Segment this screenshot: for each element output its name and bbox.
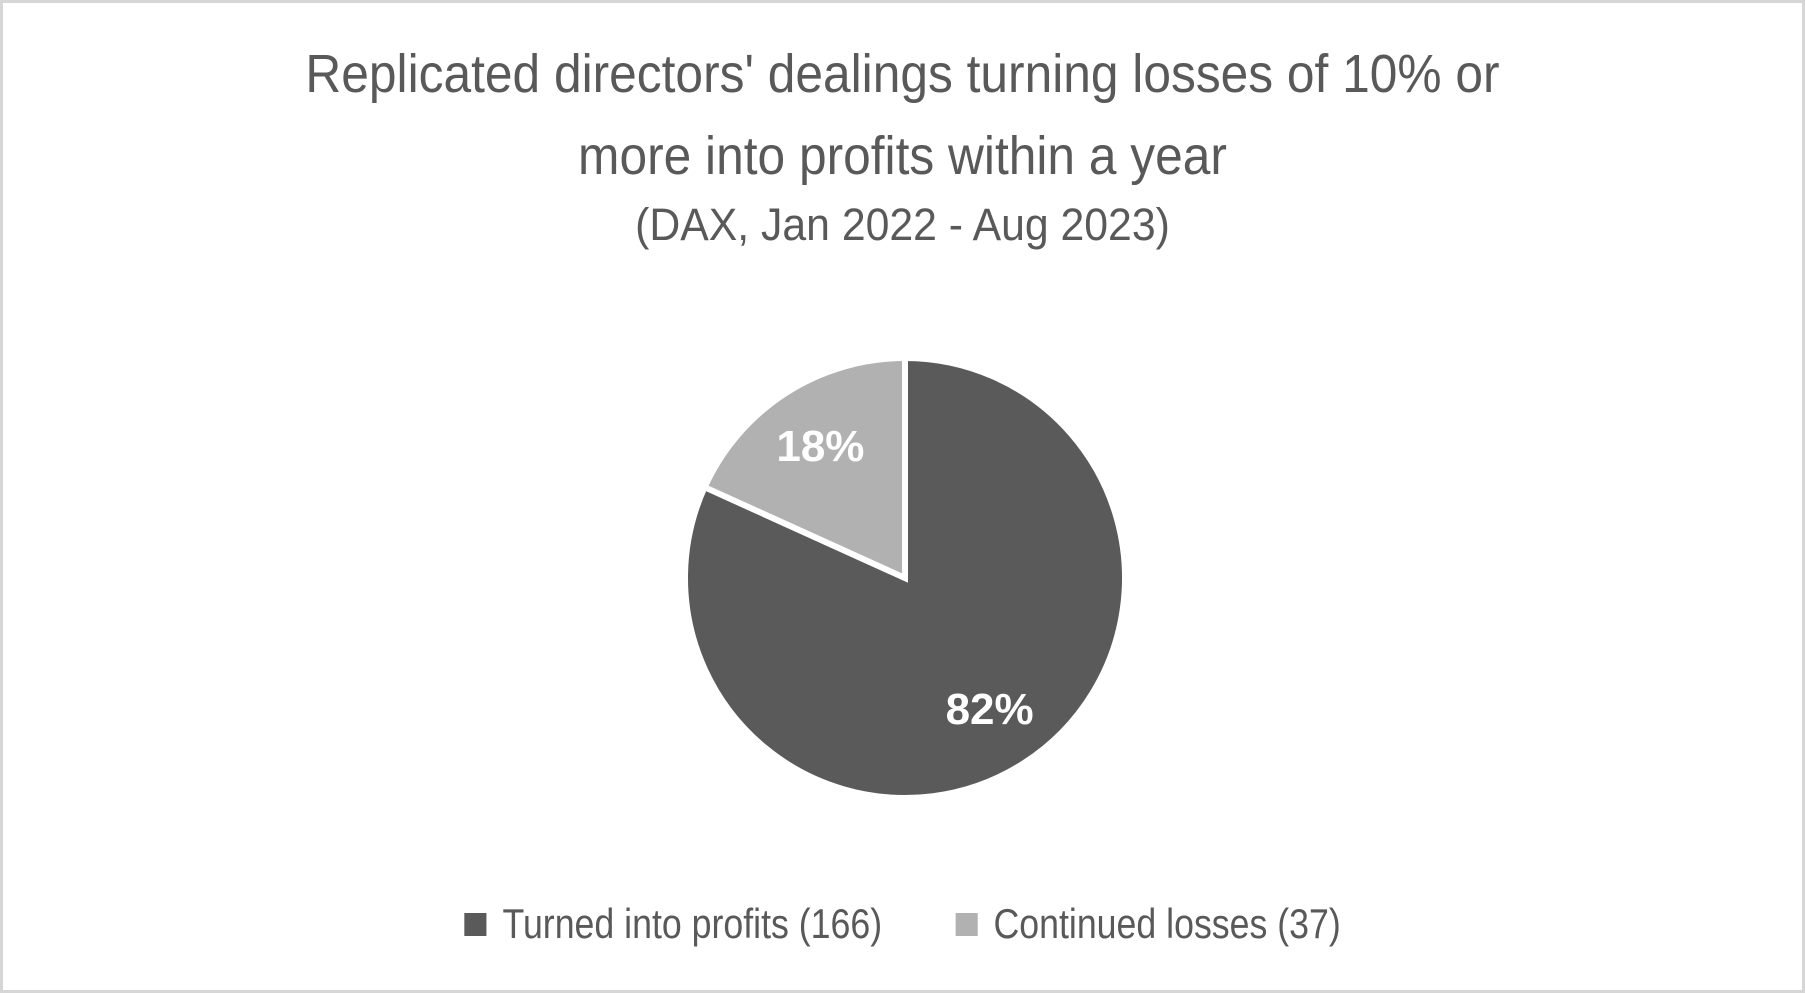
pie-data-label-0: 82%: [946, 685, 1034, 734]
pie-data-label-1: 18%: [776, 422, 864, 471]
legend-label-continued-losses: Continued losses (37): [993, 900, 1341, 947]
chart-title-line1: Replicated directors' dealings turning l…: [305, 44, 1500, 104]
pie-chart: 82% 18%: [682, 354, 1128, 801]
chart-title-line2: more into profits within a year: [578, 126, 1227, 186]
legend-marker-light-square-icon: [955, 912, 978, 936]
legend-item-continued-losses: Continued losses (37): [955, 900, 1341, 948]
legend-marker-dark-square-icon: [464, 912, 487, 936]
pie-legend: Turned into profits (166) Continued loss…: [138, 900, 1667, 948]
legend-label-turned-into-profits: Turned into profits (166): [502, 900, 883, 947]
chart-subtitle: (DAX, Jan 2022 - Aug 2023): [635, 199, 1170, 250]
legend-item-turned-into-profits: Turned into profits (166): [464, 900, 882, 948]
chart-title-block: Replicated directors' dealings turning l…: [3, 33, 1802, 253]
pie-slice-1: [700, 354, 908, 583]
